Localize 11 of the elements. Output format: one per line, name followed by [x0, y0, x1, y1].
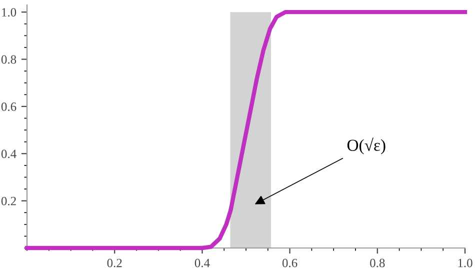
annotation: O(√ε) [347, 138, 386, 154]
y-tick-label: 0.2 [1, 196, 16, 206]
x-tick-label: 0.6 [282, 258, 298, 268]
y-tick-label: 0.6 [1, 102, 16, 111]
y-tick-label: 0.8 [1, 55, 16, 64]
x-tick-label: 0.4 [194, 258, 210, 268]
x-tick-label: 0.2 [107, 258, 122, 268]
y-tick-label: 0.4 [1, 150, 16, 158]
x-tick-label: 1.0 [458, 258, 472, 268]
y-tick-label: 1.0 [2, 8, 16, 17]
x-tick-label: 0.8 [370, 258, 385, 268]
